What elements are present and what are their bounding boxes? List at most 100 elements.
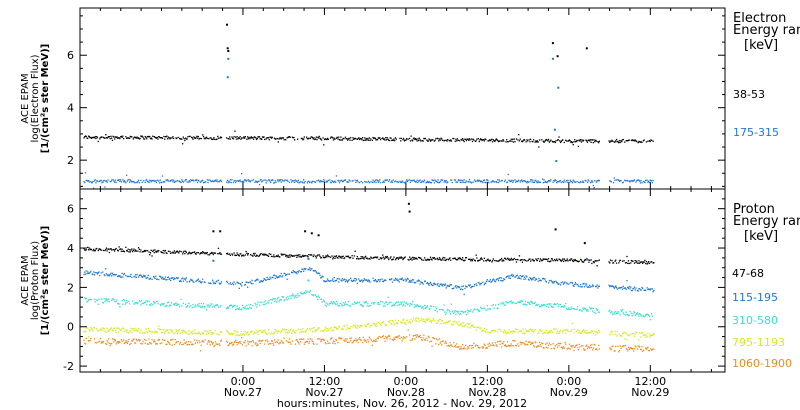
data-point: [450, 313, 452, 315]
data-point: [498, 260, 500, 262]
data-point: [484, 282, 486, 285]
data-point: [244, 331, 246, 333]
data-point: [439, 181, 441, 183]
data-point: [209, 179, 211, 181]
data-point: [336, 303, 338, 305]
data-point: [650, 335, 652, 337]
data-point: [573, 259, 575, 261]
data-point: [311, 254, 313, 256]
data-point: [411, 303, 413, 305]
data-point: [165, 305, 167, 307]
data-point: [579, 309, 581, 311]
data-point: [188, 341, 190, 343]
data-point: [471, 285, 474, 288]
data-point: [593, 187, 595, 189]
data-point: [413, 137, 415, 139]
data-point: [502, 303, 504, 305]
data-point: [118, 137, 120, 139]
data-point: [652, 333, 654, 335]
data-point: [530, 277, 532, 280]
data-point: [585, 285, 587, 287]
data-point: [483, 139, 485, 141]
data-point: [615, 333, 617, 336]
data-point: [244, 334, 246, 336]
data-point: [353, 339, 356, 341]
data-point: [287, 273, 289, 275]
spike-point: [557, 86, 560, 89]
data-point: [618, 351, 620, 353]
data-point: [176, 277, 178, 279]
time-axis: 0:00Nov.2712:00Nov.270:00Nov.2812:00Nov.…: [224, 375, 669, 410]
data-point: [451, 324, 453, 326]
data-point: [256, 137, 258, 140]
data-point: [532, 278, 534, 281]
data-point: [630, 289, 633, 292]
data-point: [382, 256, 385, 258]
data-point: [640, 348, 642, 351]
data-point: [304, 330, 306, 332]
data-point: [461, 310, 463, 313]
data-point: [308, 327, 311, 330]
data-point: [214, 282, 216, 284]
data-point: [317, 327, 320, 329]
data-point: [403, 322, 406, 324]
data-point: [183, 339, 185, 341]
data-point: [404, 337, 406, 339]
data-point: [621, 309, 624, 311]
data-point: [559, 342, 561, 345]
data-point: [595, 260, 597, 262]
data-point: [281, 137, 283, 139]
data-point: [426, 258, 429, 260]
data-point: [503, 140, 505, 142]
data-point: [107, 330, 109, 332]
data-point: [650, 139, 652, 141]
data-point: [230, 333, 232, 335]
spike-point: [212, 259, 215, 262]
data-point: [286, 179, 288, 181]
data-point: [402, 181, 404, 183]
data-point: [343, 279, 345, 281]
data-point: [506, 139, 508, 141]
data-point: [123, 300, 125, 302]
data-point: [135, 329, 137, 331]
data-point: [579, 285, 581, 288]
data-point: [129, 137, 131, 139]
data-point: [191, 343, 193, 345]
data-point: [235, 339, 237, 341]
data-point: [473, 309, 475, 311]
data-point: [425, 182, 427, 184]
data-point: [470, 325, 472, 327]
data-point: [418, 137, 420, 139]
data-point: [595, 139, 597, 141]
data-point: [494, 342, 497, 344]
data-point: [251, 279, 253, 281]
data-point: [180, 298, 182, 301]
data-point: [173, 137, 175, 140]
data-point: [314, 181, 316, 183]
data-point: [533, 181, 535, 183]
data-point: [103, 298, 105, 300]
data-point: [323, 301, 326, 303]
data-point: [463, 260, 465, 262]
data-point: [486, 179, 488, 181]
data-point: [445, 321, 447, 323]
data-point: [385, 139, 388, 141]
data-point: [428, 318, 430, 320]
data-point: [359, 337, 361, 339]
data-point: [342, 255, 344, 257]
data-point: [388, 258, 390, 261]
data-point: [267, 278, 269, 280]
data-point: [156, 179, 158, 181]
data-point: [553, 141, 556, 143]
data-point: [611, 331, 613, 333]
data-point: [189, 135, 191, 137]
data-point: [267, 179, 270, 181]
data-point: [389, 338, 391, 340]
data-point: [312, 327, 314, 329]
data-point: [517, 259, 519, 261]
data-point: [415, 181, 417, 183]
data-point: [492, 329, 494, 331]
data-point: [155, 342, 158, 345]
data-point: [387, 257, 389, 259]
data-point: [593, 139, 595, 141]
